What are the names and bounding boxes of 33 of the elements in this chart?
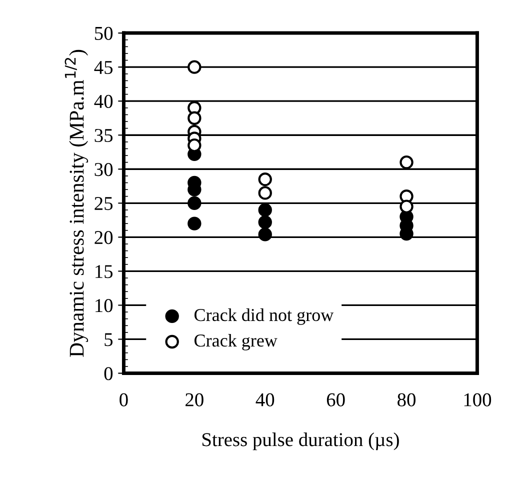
point (188, 216, 202, 230)
y-tick-label: 45 (94, 61, 113, 74)
y-tick-label: 40 (94, 94, 113, 108)
legend-label: Crack did not grow (194, 308, 334, 325)
y-tick-label: 35 (94, 128, 113, 142)
y-tick-label: 0 (104, 367, 113, 380)
legend-label: Crack grew (194, 334, 278, 350)
y-tick-label: 25 (94, 197, 113, 210)
point (400, 200, 414, 214)
point (258, 203, 272, 217)
x-tick-label: 80 (398, 393, 416, 406)
y-tick-label: 30 (94, 162, 113, 176)
point (258, 215, 272, 230)
point (188, 138, 202, 152)
y-axis-title: Dynamic stress intensity (MPa.m$^{1/2}$) (64, 50, 88, 357)
point (258, 186, 272, 200)
x-tick-label: 60 (326, 393, 345, 406)
x-tick-label: 20 (186, 393, 204, 406)
y-tick-label: 10 (96, 299, 113, 312)
y-tick-label: 50 (94, 26, 113, 40)
point (258, 172, 272, 186)
point (188, 111, 202, 125)
point (400, 155, 414, 170)
y-tick-label: 5 (104, 333, 113, 346)
x-tick-label: 0 (120, 393, 128, 406)
point (258, 228, 272, 242)
x-tick-label: 40 (256, 393, 274, 406)
y-tick-label: 15 (96, 265, 113, 278)
point (188, 196, 202, 210)
x-tick-label: 100 (464, 393, 492, 406)
y-tick-label: 20 (94, 230, 113, 244)
x-axis-title: Stress pulse duration (µs) (202, 432, 399, 450)
point (188, 60, 202, 74)
